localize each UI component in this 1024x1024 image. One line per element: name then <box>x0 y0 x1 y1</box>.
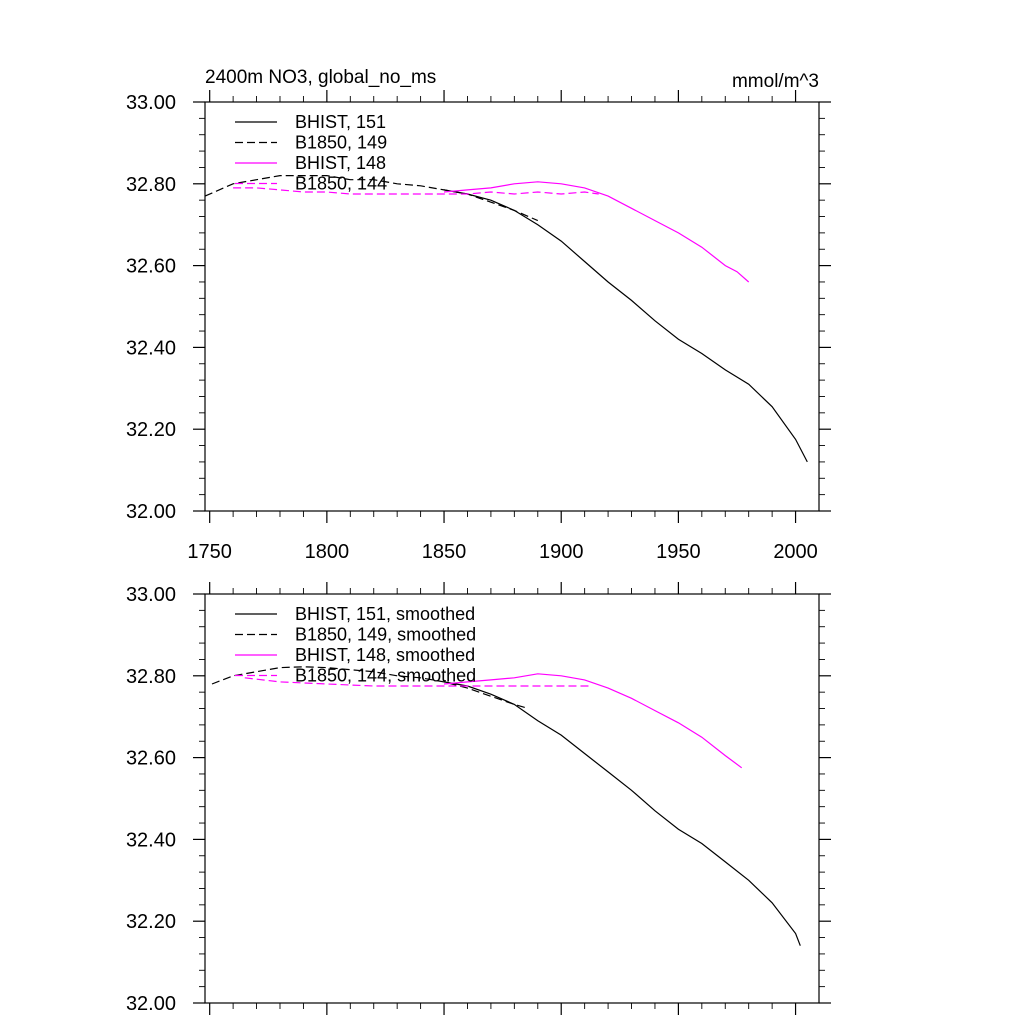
series-line-2 <box>443 673 743 769</box>
legend-label: B1850, 144, smoothed <box>295 666 476 686</box>
plot-frame <box>204 593 820 1004</box>
series-line-3 <box>233 187 599 195</box>
series-line-0 <box>443 189 808 463</box>
y-tick-label: 32.40 <box>126 829 176 851</box>
plot-frame <box>204 101 820 512</box>
bottom-panel: 32.00 32.20 32.40 32.60 32.80 33.00 BHIST, 151… <box>126 582 831 1015</box>
y-tick-label: 32.80 <box>126 666 176 688</box>
y-tick-label: 32.60 <box>126 748 176 770</box>
legend-label: B1850, 144 <box>295 174 387 194</box>
legend-label: BHIST, 151, smoothed <box>295 604 475 624</box>
y-tick-label: 32.00 <box>126 501 176 523</box>
legend-label: B1850, 149, smoothed <box>295 625 476 645</box>
legend-label: BHIST, 148, smoothed <box>295 645 475 665</box>
series-line-2 <box>443 181 750 283</box>
x-tick-label: 1850 <box>422 541 467 563</box>
series-line-1 <box>204 175 539 222</box>
y-tick-label: 32.60 <box>126 256 176 278</box>
top-panel: 32.00 32.20 32.40 32.60 32.80 33.00 1750 1800 18… <box>126 67 831 563</box>
series-line-0 <box>443 681 801 946</box>
series-line-1 <box>211 666 529 710</box>
y-tick-label: 33.00 <box>126 584 176 606</box>
series-line-3 <box>244 677 592 687</box>
y-tick-label: 32.40 <box>126 337 176 359</box>
y-tick-label: 32.20 <box>126 419 176 441</box>
y-tick-label: 32.20 <box>126 911 176 933</box>
legend-label: BHIST, 148 <box>295 153 386 173</box>
legend-label: B1850, 149 <box>295 133 387 153</box>
x-tick-label: 2000 <box>773 541 818 563</box>
x-tick-label: 1750 <box>187 541 232 563</box>
y-tick-label: 32.00 <box>126 993 176 1015</box>
y-tick-label: 32.80 <box>126 174 176 196</box>
x-tick-label: 1950 <box>656 541 701 563</box>
units-label: mmol/m^3 <box>732 71 819 92</box>
legend-label: BHIST, 151 <box>295 112 386 132</box>
chart-title: 2400m NO3, global_no_ms <box>205 67 436 88</box>
x-tick-label: 1800 <box>305 541 350 563</box>
x-tick-label: 1900 <box>539 541 584 563</box>
y-tick-label: 33.00 <box>126 92 176 114</box>
